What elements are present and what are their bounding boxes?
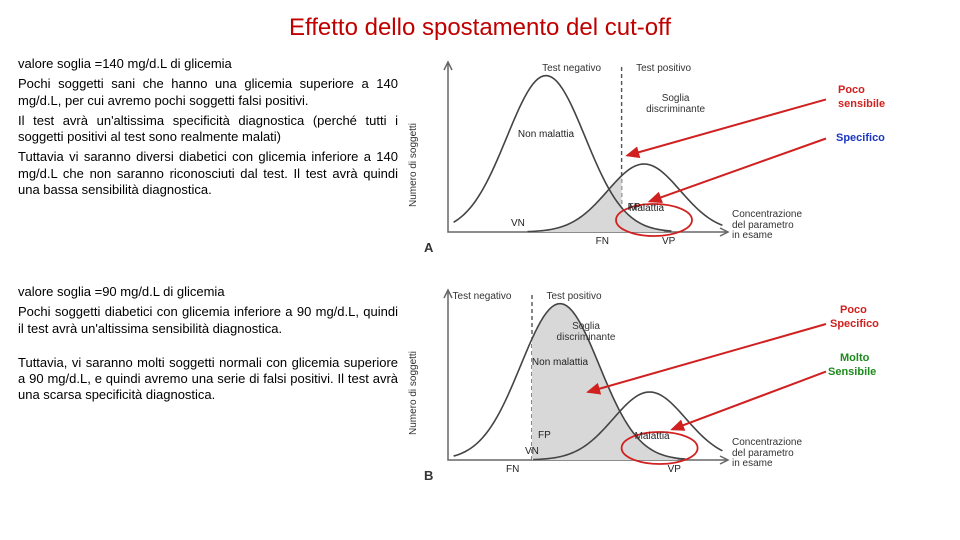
label-non-malattia: Non malattia [516, 130, 576, 141]
diagram-b: Numero di soggettiBTest negativoTest pos… [418, 280, 942, 490]
annot-poco: Poco [838, 84, 865, 96]
label-vn: VN [525, 446, 539, 457]
section-b-text: valore soglia =90 mg/d.L di glicemia Poc… [18, 280, 398, 490]
annot-specifico: Specifico [836, 132, 885, 144]
label-non-malattia: Non malattia [530, 358, 590, 369]
diagram-a: Numero di soggettiATest negativoTest pos… [418, 52, 942, 262]
annot-poco: Poco [840, 304, 867, 316]
annot-molto: Molto [840, 352, 869, 364]
label-fp: FP [628, 202, 641, 213]
page-title: Effetto dello spostamento del cut-off [0, 0, 960, 52]
section-b-subhead: valore soglia =90 mg/d.L di glicemia [18, 284, 398, 300]
label-test-positive: Test positivo [544, 292, 604, 303]
section-a-p1: Pochi soggetti sani che hanno una glicem… [18, 76, 398, 109]
section-a-p2: Il test avrà un'altissima specificità di… [18, 113, 398, 146]
label-threshold: Soglia discriminante [546, 322, 626, 343]
ylabel: Numero di soggetti [408, 351, 419, 435]
annot-sensibile: sensibile [838, 98, 885, 110]
label-fn: FN [596, 236, 609, 247]
xlabel: Concentrazionedel parametroin esame [732, 210, 822, 242]
label-test-negative: Test negativo [537, 64, 607, 75]
panel-id: B [424, 468, 433, 490]
section-a-p3: Tuttavia vi saranno diversi diabetici co… [18, 149, 398, 198]
section-b-p1: Pochi soggetti diabetici con glicemia in… [18, 304, 398, 337]
label-test-negative: Test negativo [447, 292, 517, 303]
section-b-p2: Tuttavia, vi saranno molti soggetti norm… [18, 355, 398, 404]
label-threshold: Soglia discriminante [636, 94, 716, 115]
label-vn: VN [511, 218, 525, 229]
label-malattia: Malattia [635, 432, 670, 443]
label-vp: VP [668, 464, 681, 475]
label-test-positive: Test positivo [634, 64, 694, 75]
label-vp: VP [662, 236, 675, 247]
xlabel: Concentrazionedel parametroin esame [732, 438, 822, 470]
section-a-text: valore soglia =140 mg/d.L di glicemia Po… [18, 52, 398, 262]
label-fp: FP [538, 430, 551, 441]
section-a-subhead: valore soglia =140 mg/d.L di glicemia [18, 56, 398, 72]
panel-id: A [424, 240, 433, 262]
content-area: valore soglia =140 mg/d.L di glicemia Po… [0, 52, 960, 508]
annot-sensibile: Sensibile [828, 366, 876, 378]
label-fn: FN [506, 464, 519, 475]
ylabel: Numero di soggetti [408, 123, 419, 207]
annot-specifico: Specifico [830, 318, 879, 330]
section-b: valore soglia =90 mg/d.L di glicemia Poc… [18, 280, 942, 490]
section-a: valore soglia =140 mg/d.L di glicemia Po… [18, 52, 942, 262]
